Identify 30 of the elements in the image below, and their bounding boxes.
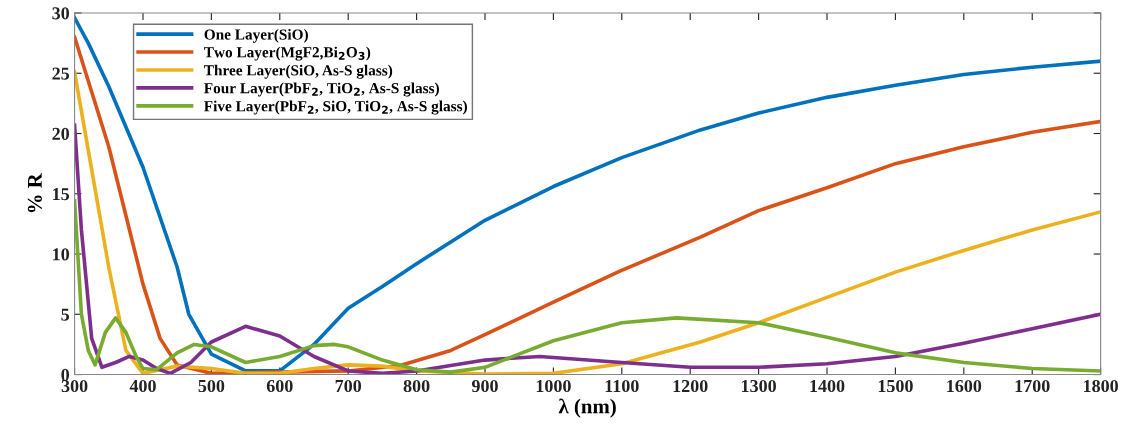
x-tick-label: 1400: [810, 379, 845, 393]
x-tick-label: 700: [335, 379, 362, 393]
x-tick-label: 1700: [1015, 379, 1050, 393]
y-tick-label: 30: [52, 7, 70, 20]
legend-label: One Layer(SiO): [204, 28, 308, 43]
x-tick-label: 800: [403, 379, 430, 393]
y-tick-label: 0: [61, 368, 70, 381]
x-tick-label: 300: [61, 379, 88, 393]
x-tick-label: 600: [266, 379, 293, 393]
x-tick-label: 1800: [1084, 379, 1118, 393]
y-tick-label: 5: [61, 308, 70, 321]
x-tick-label: 900: [471, 379, 498, 393]
y-tick-label: 20: [52, 127, 70, 140]
x-tick-label: 400: [129, 379, 156, 393]
legend-label: Five Layer(PbF$_{2}$, SiO, TiO$_{2}$, As-S glass): [204, 100, 467, 115]
x-tick-label: 1100: [605, 379, 639, 393]
x-axis-title: λ (nm): [558, 398, 616, 418]
legend-label: Two Layer(MgF2,Bi$_{2}$O$_{3}$): [204, 46, 371, 61]
y-tick-label: 10: [53, 248, 70, 261]
y-tick-label: 15: [53, 188, 70, 201]
legend-label: Four Layer(PbF$_{2}$, TiO$_{2}$, As-S glass): [204, 82, 439, 97]
x-tick-label: 1500: [878, 379, 913, 393]
x-tick-label: 1600: [947, 379, 982, 393]
y-tick-label: 25: [52, 67, 70, 80]
x-tick-label: 1000: [536, 379, 571, 393]
legend-label: Three Layer(SiO, As-S glass): [204, 64, 393, 79]
x-tick-label: 500: [198, 379, 225, 393]
x-tick-label: 1300: [742, 379, 776, 393]
y-axis-title: % R: [27, 173, 42, 213]
x-tick-label: 1200: [673, 379, 708, 393]
